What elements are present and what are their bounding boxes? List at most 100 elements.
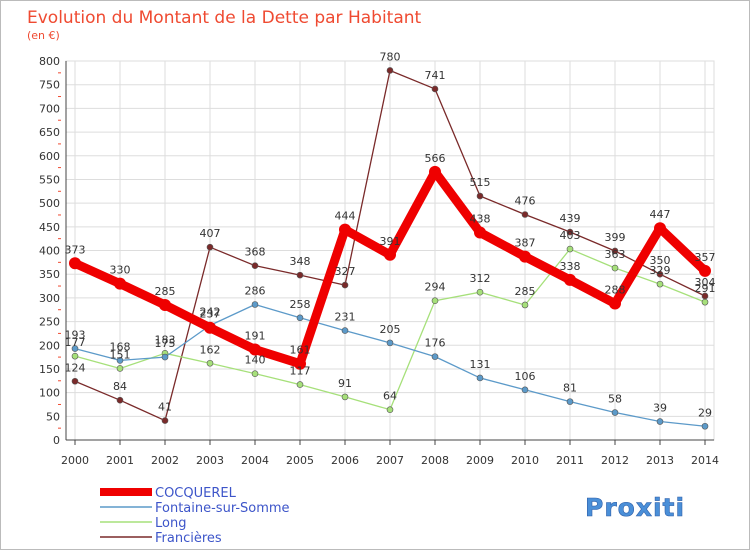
axes: 0 50 100 150 200 250 300 350 400 450 500 550 600 650 7… (39, 55, 719, 467)
data-point (206, 243, 214, 251)
data-point (429, 165, 441, 178)
data-label: 91 (338, 377, 352, 390)
data-label: 58 (608, 393, 622, 406)
chart-title: Evolution du Montant de la Dette par Hab… (27, 8, 422, 28)
data-point (339, 223, 351, 236)
data-label: 357 (695, 251, 716, 264)
data-label: 476 (515, 194, 536, 207)
data-label: 403 (560, 229, 581, 242)
y-tick-label: 450 (39, 221, 60, 234)
data-label: 41 (158, 401, 172, 414)
data-label: 39 (653, 402, 667, 415)
data-point (159, 298, 171, 311)
data-point (69, 257, 81, 270)
data-label: 84 (113, 380, 127, 393)
data-label: 373 (65, 243, 86, 256)
y-tick-label: 550 (39, 173, 60, 186)
y-tick-label: 600 (39, 150, 60, 163)
y-tick-label: 400 (39, 245, 60, 258)
data-point (474, 226, 486, 239)
data-label: 231 (335, 311, 356, 324)
data-point (341, 393, 349, 401)
data-point (251, 370, 259, 377)
data-point (341, 281, 349, 289)
data-point (519, 250, 531, 263)
legend-label: COCQUEREL (155, 486, 237, 501)
data-label: 368 (245, 246, 266, 259)
data-point (71, 352, 79, 360)
data-point (521, 386, 529, 394)
data-label: 294 (425, 281, 446, 294)
data-point (611, 409, 619, 416)
data-label: 205 (380, 323, 401, 336)
data-point (431, 297, 439, 305)
data-label: 350 (650, 254, 671, 267)
data-point (71, 377, 79, 385)
data-point (656, 270, 664, 278)
data-point (116, 365, 124, 372)
x-tick-label: 2007 (376, 454, 404, 467)
data-point (564, 273, 576, 286)
legend-label: Long (155, 516, 186, 531)
data-label: 439 (560, 212, 581, 225)
data-point (249, 343, 261, 356)
data-label: 312 (470, 272, 491, 285)
data-point (386, 339, 394, 347)
data-point (654, 222, 666, 235)
data-point (699, 264, 711, 277)
x-tick-label: 2004 (241, 454, 269, 467)
data-point (161, 353, 169, 361)
data-label: 363 (605, 248, 626, 261)
data-label: 288 (605, 284, 626, 297)
data-label: 237 (200, 308, 221, 321)
y-tick-label: 650 (39, 126, 60, 139)
x-tick-label: 2014 (691, 454, 719, 467)
data-label: 162 (200, 343, 221, 356)
data-point (476, 288, 484, 296)
y-tick-label: 150 (39, 363, 60, 376)
y-tick-label: 100 (39, 387, 60, 400)
data-label: 447 (650, 208, 671, 221)
data-point (656, 418, 664, 425)
data-point (566, 245, 574, 253)
data-label: 291 (695, 282, 716, 295)
data-label: 515 (470, 176, 491, 189)
data-label: 124 (65, 361, 86, 374)
data-point (521, 301, 529, 309)
data-label: 391 (380, 235, 401, 248)
data-label: 304 (695, 276, 716, 289)
data-point (656, 280, 664, 288)
data-point (566, 228, 574, 236)
data-label: 183 (155, 333, 176, 346)
x-tick-label: 2001 (106, 454, 134, 467)
data-point (296, 271, 304, 279)
data-label: 780 (380, 50, 401, 63)
legend-label: Francières (155, 531, 222, 546)
y-tick-label: 350 (39, 268, 60, 281)
data-point (251, 262, 259, 269)
y-tick-label: 750 (39, 79, 60, 92)
data-label: 566 (425, 152, 446, 165)
chart-subtitle: (en €) (27, 29, 60, 42)
data-point (251, 301, 259, 308)
data-point (701, 422, 709, 430)
data-point (116, 357, 124, 364)
x-tick-label: 2011 (556, 454, 584, 467)
y-tick-label: 700 (39, 102, 60, 115)
data-point (386, 67, 394, 74)
data-point (611, 264, 619, 272)
data-label: 329 (650, 264, 671, 277)
x-tick-label: 2009 (466, 454, 494, 467)
data-label: 64 (383, 390, 397, 403)
y-tick-label: 50 (46, 410, 60, 423)
data-label: 330 (110, 264, 131, 277)
data-label: 161 (290, 344, 311, 357)
data-point (476, 192, 484, 200)
y-tick-label: 200 (39, 339, 60, 352)
series-group: 373 330 285 237 191 161 444 391 566 438 387 338 288 4… (65, 50, 716, 430)
data-point (431, 353, 439, 360)
data-point (609, 297, 621, 310)
data-label: 285 (155, 285, 176, 298)
data-label: 399 (605, 231, 626, 244)
